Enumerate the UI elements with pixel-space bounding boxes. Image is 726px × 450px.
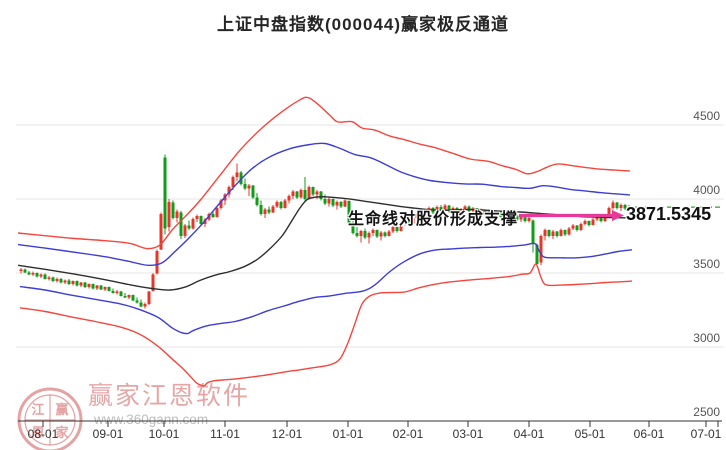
y-axis-label: 2500 — [693, 405, 720, 419]
watermark-brand: 赢家江恩软件 — [88, 382, 250, 410]
y-axis-label: 4000 — [693, 183, 720, 197]
x-axis-label: 01-01 — [332, 427, 364, 441]
seal-char: 恩 — [31, 425, 44, 440]
seal-char: 赢 — [55, 402, 68, 417]
seal-char: 家 — [55, 425, 69, 440]
x-axis-label: 11-01 — [210, 427, 240, 441]
x-axis-label: 07-01 — [690, 427, 722, 441]
inner-support-line — [19, 242, 633, 335]
watermark-logo: 江赢恩 家 赢家江恩软件 www.360gann.com — [17, 382, 250, 450]
x-axis-label: 12-01 — [271, 427, 303, 441]
lifeline-value-label: 3871.5345 — [626, 204, 712, 224]
life-line — [17, 196, 629, 291]
y-axis-label: 3000 — [693, 331, 720, 345]
candles — [19, 154, 631, 309]
x-axis-label: 06-01 — [633, 427, 665, 441]
seal-char: 江 — [31, 402, 44, 417]
x-axis-label: 02-01 — [392, 427, 424, 441]
inner-resistance-line — [17, 142, 631, 267]
gridlines — [16, 124, 724, 348]
x-axis-label: 03-01 — [452, 427, 484, 441]
watermark-url: www.360gann.com — [93, 412, 208, 427]
support-arrow — [519, 210, 624, 221]
x-axis-label: 10-01 — [148, 427, 180, 441]
chart-title: 上证中盘指数(000044)赢家极反通道 — [216, 15, 510, 34]
x-axis-label: 09-01 — [92, 427, 124, 441]
y-axis-label: 3500 — [693, 257, 720, 271]
outer-resistance-line — [17, 96, 631, 250]
y-axis-label: 4500 — [693, 109, 720, 123]
outer-support-line — [19, 263, 633, 387]
x-axis-label: 04-01 — [513, 427, 545, 441]
x-axis — [18, 420, 722, 427]
support-annotation-text: 生命线对股价形成支撑 — [348, 211, 519, 228]
x-axis-label: 08-01 — [27, 427, 59, 441]
x-axis-label: 05-01 — [574, 427, 606, 441]
